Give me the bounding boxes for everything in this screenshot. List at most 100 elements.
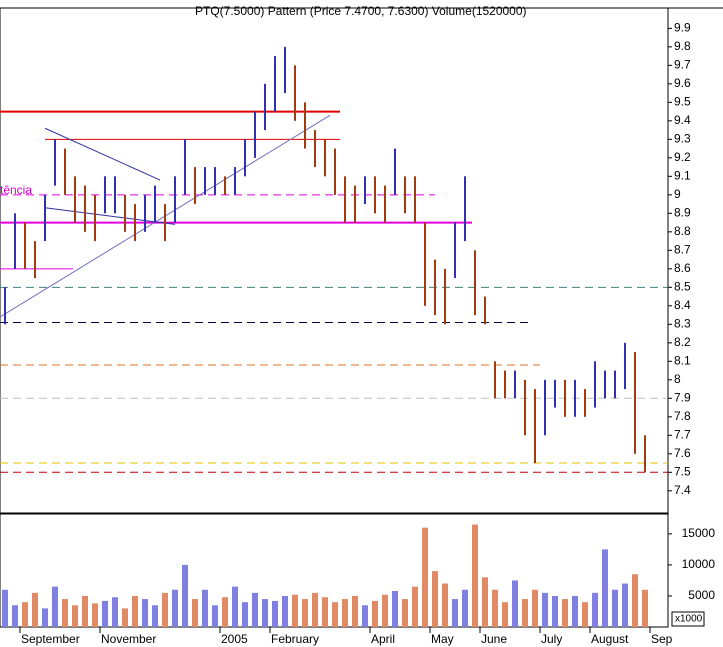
volume-bar xyxy=(492,589,498,627)
volume-bar xyxy=(72,605,78,627)
volume-bar xyxy=(562,599,568,627)
volume-bar xyxy=(222,597,228,627)
volume-tick-label: 5000 xyxy=(688,588,715,602)
volume-bar xyxy=(322,597,328,627)
y-tick-label: 9.8 xyxy=(674,39,691,53)
x-tick-label: Sep xyxy=(651,632,673,646)
y-tick-label: 8.7 xyxy=(674,242,691,256)
volume-bar xyxy=(32,592,38,627)
y-tick-label: 7.6 xyxy=(674,446,691,460)
y-tick-label: 9.5 xyxy=(674,95,691,109)
volume-bar xyxy=(382,594,388,627)
y-tick-label: 9.3 xyxy=(674,132,691,146)
x-tick-label: February xyxy=(271,632,319,646)
volume-bar xyxy=(332,602,338,627)
volume-bar xyxy=(462,589,468,627)
y-tick-label: 8 xyxy=(674,372,681,386)
volume-tick-label: 10000 xyxy=(682,557,716,571)
volume-bar xyxy=(522,599,528,627)
y-tick-label: 9.7 xyxy=(674,58,691,72)
volume-bar xyxy=(342,599,348,627)
volume-bar xyxy=(312,592,318,627)
x-tick-label: August xyxy=(591,632,629,646)
volume-bar xyxy=(392,590,398,627)
x-tick-label: April xyxy=(371,632,395,646)
x-tick-label: July xyxy=(541,632,562,646)
y-tick-label: 8.8 xyxy=(674,224,691,238)
volume-bar xyxy=(82,595,88,627)
volume-bar xyxy=(432,571,438,627)
volume-bar xyxy=(202,589,208,627)
price-panel xyxy=(0,7,669,514)
volume-bar xyxy=(142,599,148,627)
y-tick-label: 7.8 xyxy=(674,409,691,423)
volume-bar xyxy=(282,595,288,627)
volume-bar xyxy=(42,608,48,627)
volume-bar xyxy=(122,608,128,627)
y-tick-label: 7.5 xyxy=(674,464,691,478)
volume-bar xyxy=(22,602,28,627)
volume-bar xyxy=(572,595,578,627)
volume-bar xyxy=(232,586,238,627)
y-tick-label: 7.4 xyxy=(674,483,691,497)
volume-bar xyxy=(212,605,218,627)
volume-bar xyxy=(112,597,118,627)
volume-bar xyxy=(292,594,298,627)
y-tick-label: 8.2 xyxy=(674,335,691,349)
volume-bar xyxy=(302,599,308,627)
volume-bar xyxy=(152,605,158,627)
volume-bar xyxy=(452,599,458,627)
volume-bar xyxy=(252,592,258,627)
y-tick-label: 8.9 xyxy=(674,206,691,220)
volume-bar xyxy=(472,524,478,627)
y-tick-label: 8.6 xyxy=(674,261,691,275)
y-tick-label: 9 xyxy=(674,187,681,201)
y-tick-label: 7.9 xyxy=(674,390,691,404)
volume-bar xyxy=(532,589,538,627)
x-tick-label: November xyxy=(101,632,156,646)
volume-bar xyxy=(592,592,598,627)
volume-bar xyxy=(172,589,178,627)
drawn-line xyxy=(44,207,176,225)
volume-bar xyxy=(162,592,168,627)
volume-bar xyxy=(402,599,408,627)
volume-bar xyxy=(442,583,448,627)
volume-bar xyxy=(512,580,518,627)
volume-bar xyxy=(622,583,628,627)
volume-bar xyxy=(642,589,648,627)
volume-bar xyxy=(422,527,428,627)
chart-title: PTQ(7.5000) Pattern (Price 7.4700, 7.630… xyxy=(195,4,527,18)
y-tick-label: 8.1 xyxy=(674,353,691,367)
volume-bar xyxy=(2,589,8,627)
volume-bar xyxy=(602,549,608,627)
y-tick-label: 9.6 xyxy=(674,76,691,90)
volume-bar xyxy=(372,600,378,627)
volume-bar xyxy=(272,600,278,627)
y-tick-label: 9.9 xyxy=(674,21,691,35)
volume-bar xyxy=(502,602,508,627)
y-tick-label: 7.7 xyxy=(674,427,691,441)
y-tick-label: 8.3 xyxy=(674,316,691,330)
volume-bar xyxy=(132,595,138,627)
volume-bar xyxy=(482,577,488,627)
volume-bar xyxy=(612,589,618,627)
volume-bar xyxy=(102,600,108,627)
volume-bar xyxy=(262,599,268,627)
annotation: tência xyxy=(0,183,32,197)
volume-bar xyxy=(242,602,248,627)
drawn-line xyxy=(44,127,161,181)
volume-bar xyxy=(632,574,638,627)
volume-bar xyxy=(552,595,558,627)
x-tick-label: June xyxy=(481,632,507,646)
volume-bar xyxy=(412,586,418,627)
volume-bar xyxy=(192,599,198,627)
x-tick-label: September xyxy=(21,632,80,646)
y-tick-label: 9.4 xyxy=(674,113,691,127)
volume-bar xyxy=(52,586,58,627)
x-tick-label: 2005 xyxy=(221,632,248,646)
volume-bar xyxy=(352,595,358,627)
volume-bar xyxy=(542,592,548,627)
y-tick-label: 9.1 xyxy=(674,169,691,183)
y-tick-label: 8.4 xyxy=(674,298,691,312)
